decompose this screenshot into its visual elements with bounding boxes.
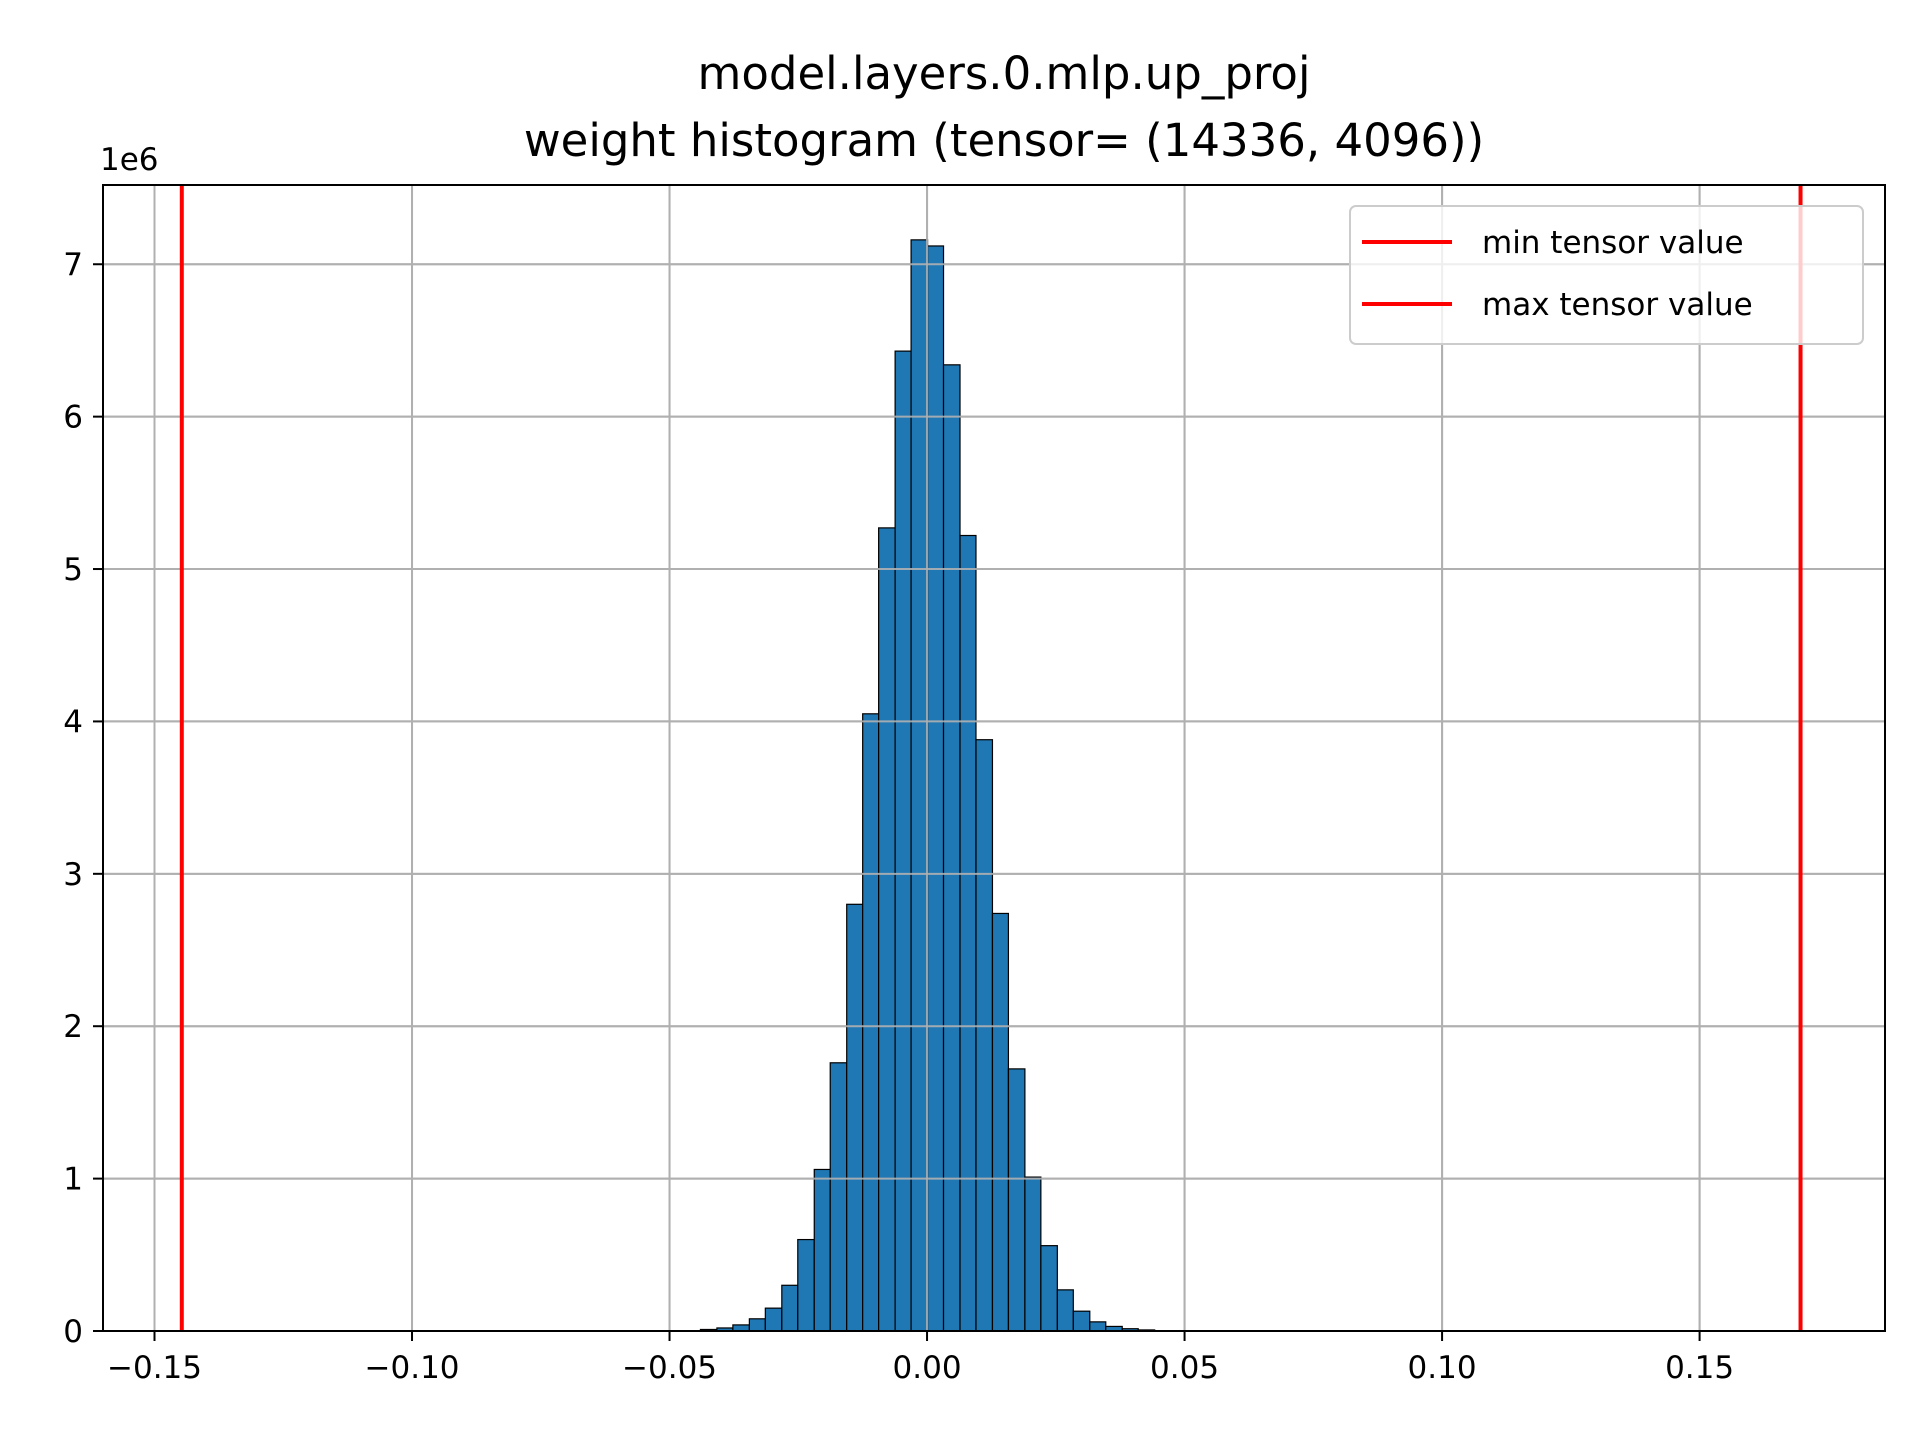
chart-title-line2: weight histogram (tensor= (14336, 4096)) [524,114,1484,167]
histogram-bar [748,1318,766,1332]
histogram-bar [781,1284,799,1332]
x-tick-label: 0.05 [1150,1350,1219,1386]
histogram-bar [1007,1068,1026,1332]
y-tick-label: 1 [63,1162,83,1198]
y-tick-label: 2 [63,1009,83,1045]
histogram-bar [942,364,961,1332]
chart-title-line1: model.layers.0.mlp.up_proj [698,47,1311,100]
histogram-bar [1056,1289,1074,1332]
y-tick-label: 0 [63,1314,83,1350]
y-tick-label: 5 [63,552,83,588]
tensor-value-lines [179,185,1803,1331]
y-tick-label: 3 [63,857,83,893]
histogram-bar [1040,1245,1058,1332]
histogram-bar [878,527,896,1332]
histogram-bar [926,245,945,1332]
histogram-bar [1089,1321,1107,1332]
histogram-bar [764,1307,783,1332]
histogram-bar [829,1062,848,1332]
x-tick-label: 0.00 [893,1350,962,1386]
x-tick-label: 0.15 [1665,1350,1734,1386]
y-tick-label: 4 [63,704,83,740]
axes-frame [102,184,1886,1332]
x-tick-label: 0.10 [1408,1350,1477,1386]
axis-ticks: −0.15 −0.10 −0.05 0.00 0.05 0.10 0.15 0 1 2 3 4 5 6 7 [63,247,1734,1386]
histogram-bar [1072,1310,1091,1332]
legend: min tensor value max tensor value [1349,205,1864,345]
legend-label-max: max tensor value [1482,287,1753,323]
histogram-bar [846,903,864,1332]
x-tick-label: −0.15 [107,1350,202,1386]
histogram-bars [103,185,1885,1332]
histogram-bar [1024,1176,1042,1332]
legend-label-min: min tensor value [1482,225,1744,261]
histogram-bar [975,739,994,1332]
legend-box [1349,205,1864,345]
x-tick-label: −0.10 [365,1350,460,1386]
histogram-bar [959,534,977,1332]
histogram-bar [894,350,912,1332]
histogram-bar [910,239,929,1332]
histogram-bar [797,1238,815,1332]
histogram-bar [813,1168,831,1332]
y-tick-label: 7 [63,247,83,283]
histogram-bar [862,713,880,1332]
y-tick-label: 6 [63,400,83,436]
y-offset-label: 1e6 [100,142,159,178]
x-tick-label: −0.05 [622,1350,717,1386]
histogram-bar [991,912,1010,1332]
